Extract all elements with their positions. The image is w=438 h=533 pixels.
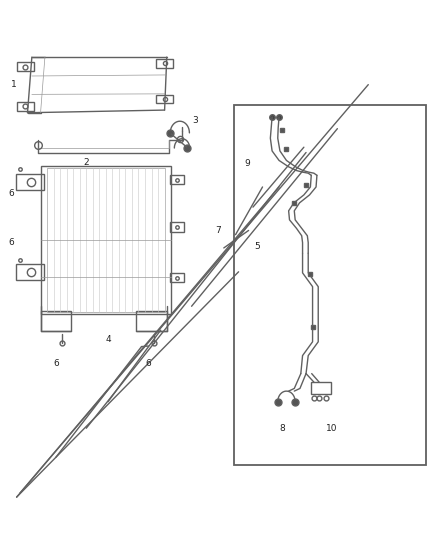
Text: 1: 1 bbox=[11, 80, 17, 89]
Bar bbox=[311, 382, 331, 394]
Text: 10: 10 bbox=[326, 424, 338, 433]
Bar bbox=[170, 175, 184, 184]
Bar bbox=[136, 311, 167, 331]
Text: 8: 8 bbox=[279, 424, 285, 433]
Text: 3: 3 bbox=[192, 116, 198, 125]
Text: 2: 2 bbox=[84, 158, 89, 167]
Bar bbox=[170, 273, 184, 282]
Bar bbox=[16, 174, 44, 190]
Bar bbox=[41, 311, 71, 331]
Text: 6: 6 bbox=[8, 189, 14, 198]
Bar bbox=[156, 59, 173, 68]
Bar bbox=[17, 102, 34, 111]
Bar bbox=[16, 264, 44, 280]
Text: 6: 6 bbox=[145, 359, 152, 367]
Text: 7: 7 bbox=[215, 226, 221, 235]
Bar bbox=[17, 62, 34, 71]
Text: 9: 9 bbox=[244, 159, 250, 167]
Text: 5: 5 bbox=[254, 242, 260, 251]
Bar bbox=[170, 222, 184, 232]
Bar bbox=[41, 166, 171, 314]
Bar bbox=[47, 168, 165, 312]
Text: 6: 6 bbox=[8, 238, 14, 247]
Text: 4: 4 bbox=[105, 335, 111, 344]
Bar bbox=[234, 105, 426, 465]
Text: 6: 6 bbox=[53, 359, 59, 367]
Bar bbox=[156, 95, 173, 103]
